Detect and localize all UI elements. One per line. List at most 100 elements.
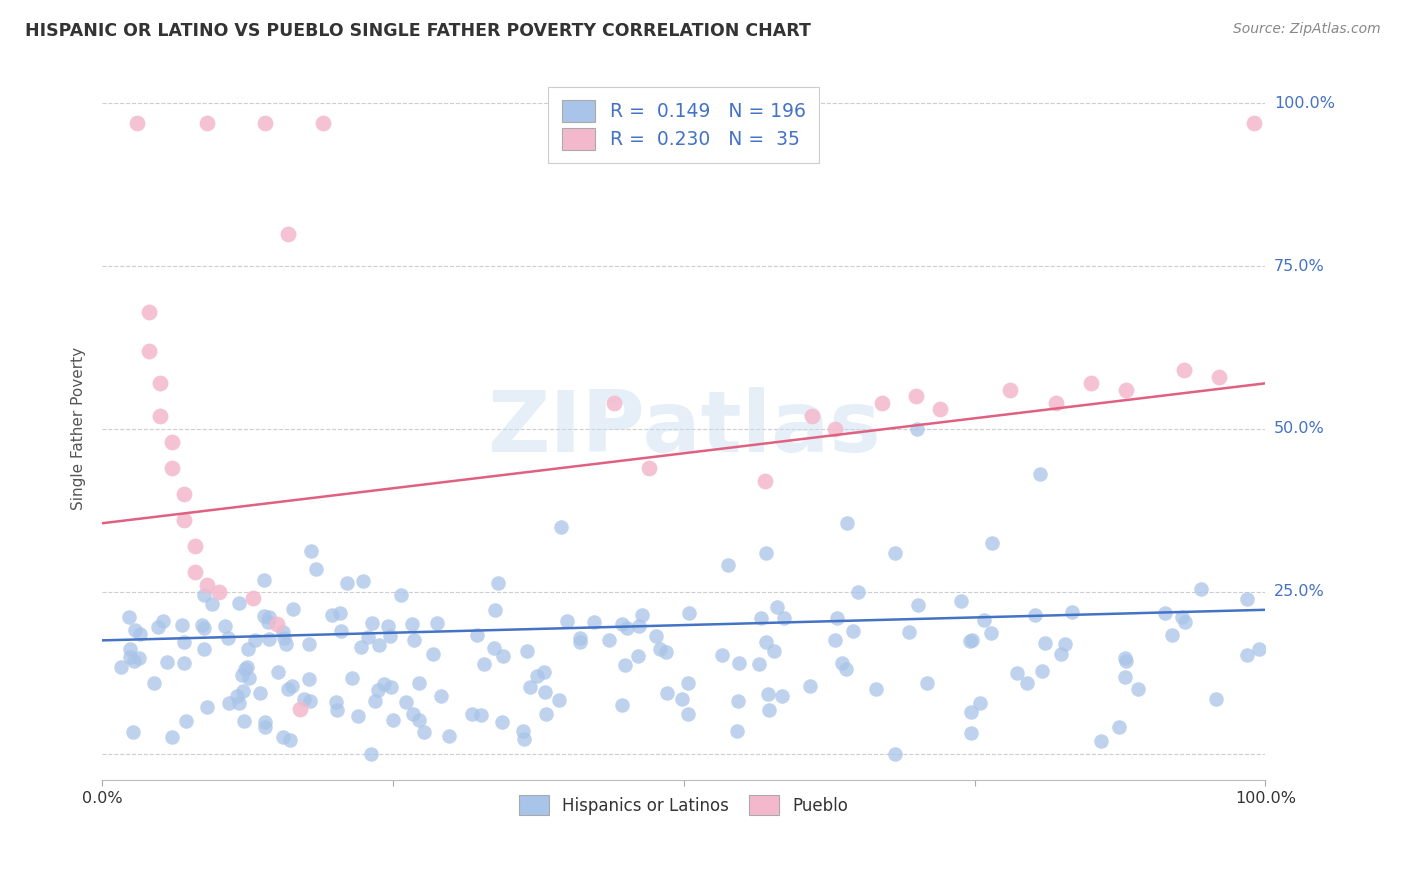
Point xyxy=(422,647,444,661)
Point xyxy=(326,703,349,717)
Point xyxy=(555,615,578,629)
Point xyxy=(534,685,557,699)
Point xyxy=(378,628,401,642)
Point xyxy=(129,627,152,641)
Point xyxy=(389,588,412,602)
Point xyxy=(325,695,347,709)
Point xyxy=(825,611,848,625)
Point xyxy=(1174,615,1197,629)
Point xyxy=(980,625,1002,640)
Point xyxy=(257,610,280,624)
Point xyxy=(184,539,207,553)
Point xyxy=(824,633,846,648)
Point xyxy=(217,631,239,645)
Point xyxy=(173,635,195,649)
Point xyxy=(408,713,430,727)
Point xyxy=(1247,642,1270,657)
Point xyxy=(347,709,370,723)
Point xyxy=(960,726,983,740)
Point xyxy=(340,671,363,685)
Point xyxy=(298,637,321,651)
Point xyxy=(228,596,250,610)
Point xyxy=(598,632,620,647)
Point xyxy=(465,628,488,642)
Point xyxy=(233,662,256,676)
Point xyxy=(491,715,513,730)
Point xyxy=(128,650,150,665)
Point xyxy=(1154,606,1177,620)
Point xyxy=(884,747,907,762)
Point xyxy=(298,672,321,686)
Point xyxy=(174,714,197,728)
Point xyxy=(837,516,859,531)
Point xyxy=(870,396,893,410)
Point xyxy=(149,409,172,423)
Point xyxy=(470,708,492,723)
Point xyxy=(725,723,748,738)
Point xyxy=(281,679,304,693)
Point xyxy=(350,640,373,655)
Point xyxy=(162,730,184,744)
Point xyxy=(360,615,382,630)
Point xyxy=(367,682,389,697)
Point xyxy=(329,624,352,638)
Point xyxy=(519,680,541,694)
Point xyxy=(274,637,297,651)
Point xyxy=(484,640,506,655)
Point xyxy=(122,724,145,739)
Point xyxy=(195,578,218,592)
Point xyxy=(254,116,277,130)
Point xyxy=(1126,682,1149,697)
Point xyxy=(547,693,569,707)
Legend: Hispanics or Latinos, Pueblo: Hispanics or Latinos, Pueblo xyxy=(509,786,859,825)
Point xyxy=(799,679,821,693)
Point xyxy=(1024,607,1046,622)
Point xyxy=(1050,647,1073,661)
Point xyxy=(981,536,1004,550)
Point xyxy=(630,607,652,622)
Point xyxy=(367,639,389,653)
Point xyxy=(568,634,591,648)
Point xyxy=(842,624,865,639)
Point xyxy=(364,694,387,708)
Point xyxy=(226,689,249,703)
Point xyxy=(1115,383,1137,397)
Point xyxy=(122,654,145,668)
Point xyxy=(195,116,218,130)
Point xyxy=(638,461,661,475)
Point xyxy=(253,573,276,587)
Point xyxy=(678,607,700,621)
Point xyxy=(960,706,983,720)
Point xyxy=(335,575,357,590)
Point xyxy=(402,707,425,722)
Text: Source: ZipAtlas.com: Source: ZipAtlas.com xyxy=(1233,22,1381,37)
Point xyxy=(626,649,648,664)
Point xyxy=(271,730,294,744)
Point xyxy=(256,615,278,629)
Point xyxy=(533,665,555,679)
Point xyxy=(928,402,950,417)
Point xyxy=(242,591,264,605)
Point xyxy=(628,619,651,633)
Point xyxy=(1005,665,1028,680)
Point xyxy=(486,576,509,591)
Point xyxy=(228,696,250,710)
Point xyxy=(357,630,380,644)
Point xyxy=(461,706,484,721)
Point xyxy=(831,656,853,670)
Point xyxy=(160,434,183,449)
Point xyxy=(865,681,887,696)
Point xyxy=(173,513,195,527)
Point xyxy=(1205,692,1227,706)
Point xyxy=(1115,654,1137,668)
Point xyxy=(612,698,634,712)
Point xyxy=(138,343,160,358)
Point xyxy=(717,558,740,572)
Point xyxy=(1160,627,1182,641)
Point xyxy=(273,631,295,645)
Point xyxy=(193,621,215,635)
Point xyxy=(727,694,749,708)
Point xyxy=(232,684,254,698)
Point xyxy=(352,574,374,588)
Point xyxy=(763,644,786,658)
